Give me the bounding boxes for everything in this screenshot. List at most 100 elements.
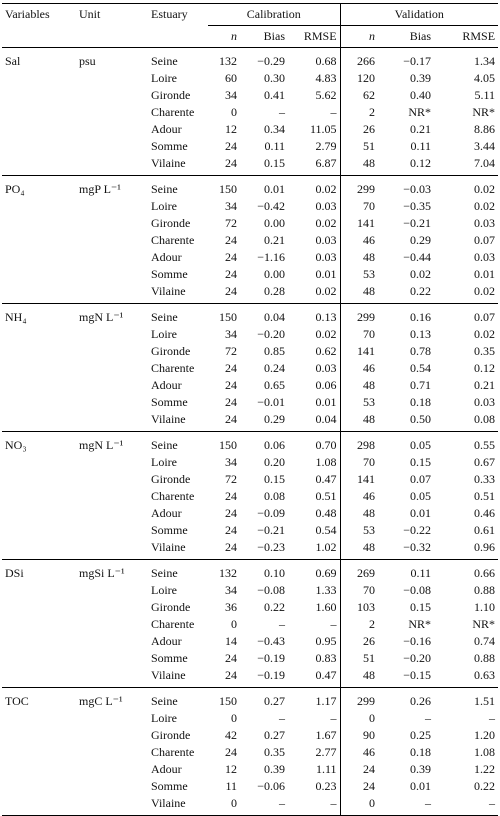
value-cell: 24	[225, 395, 237, 409]
value-cell: –	[489, 796, 496, 810]
value-cell: 0.35	[264, 745, 285, 759]
empty-cell	[76, 215, 148, 232]
value-cell: 3.44	[474, 139, 496, 153]
empty-cell	[2, 599, 76, 616]
value-cell: 0.13	[288, 303, 341, 326]
value-cell: 0.16	[378, 303, 435, 326]
value-cell: 150	[208, 431, 240, 454]
empty-cell	[76, 616, 148, 633]
value-cell: 269	[339, 559, 379, 582]
empty-cell	[76, 232, 148, 249]
empty-cell	[76, 539, 148, 560]
value-cell: 103	[339, 599, 379, 616]
value-cell: 0.95	[315, 634, 337, 648]
value-cell: −0.08	[257, 583, 285, 597]
value-cell: 1.22	[474, 762, 496, 776]
value-cell: 0.11	[378, 559, 435, 582]
unit-cell: mgSi L⁻¹	[76, 559, 148, 582]
column-header: n	[339, 25, 379, 48]
table-row: Gironde 36 0.22 1.60 103 0.15 1.10	[2, 599, 498, 616]
variable-cell: DSi	[2, 559, 76, 582]
value-cell: 0.02	[434, 175, 499, 198]
value-cell: 0.02	[474, 284, 496, 298]
value-cell: 299	[339, 175, 379, 198]
estuary-cell: Somme	[151, 523, 188, 537]
empty-cell	[2, 104, 76, 121]
value-cell: 0.01	[410, 506, 432, 520]
estuary-cell: Adour	[151, 634, 182, 648]
value-cell: 2.77	[315, 745, 337, 759]
header-cell: Variables	[5, 7, 50, 22]
value-cell: 299	[339, 687, 379, 710]
table-row: Somme 24 −0.21 0.54 53 −0.22 0.61	[2, 522, 498, 539]
table-row: DSi mgSi L⁻¹ Seine 132 0.10 0.69 269 0.11 0.66	[2, 559, 499, 582]
value-cell: –	[425, 711, 432, 725]
estuary-cell: Charente	[151, 361, 195, 375]
value-cell: –	[489, 711, 496, 725]
table-row: Loire 60 0.30 4.83 120 0.39 4.05	[2, 70, 498, 87]
value-cell: 0.83	[315, 651, 337, 665]
estuary-cell: Adour	[151, 250, 182, 264]
estuary-cell: Loire	[151, 199, 177, 213]
empty-cell	[76, 266, 148, 283]
value-cell: 46	[339, 232, 379, 249]
value-cell: 24	[225, 250, 237, 264]
value-cell: 132	[208, 559, 240, 582]
value-cell: 0.70	[288, 431, 341, 454]
value-cell: 0.07	[474, 233, 496, 247]
empty-cell	[2, 283, 76, 304]
value-cell: 0.01	[410, 779, 432, 793]
table-row: Gironde 72 0.85 0.62 141 0.78 0.35	[2, 343, 498, 360]
estuary-cell: Somme	[151, 779, 188, 793]
estuary-cell: Gironde	[151, 472, 191, 486]
estuary-cell: Vilaine	[151, 796, 186, 810]
empty-cell	[2, 650, 76, 667]
table-row: Somme 11 −0.06 0.23 24 0.01 0.22	[2, 778, 498, 795]
value-cell: −0.19	[257, 651, 285, 665]
value-cell: −0.03	[378, 175, 435, 198]
empty-cell	[76, 249, 148, 266]
value-cell: 46	[339, 360, 379, 377]
value-cell: 70	[339, 326, 379, 343]
estuary-cell: Gironde	[151, 344, 191, 358]
estuary-cell: Somme	[151, 139, 188, 153]
table-row: Loire 34 −0.42 0.03 70 −0.35 0.02	[2, 198, 498, 215]
value-cell: 0	[339, 710, 379, 727]
value-cell: 2	[339, 104, 379, 121]
value-cell: 48	[339, 411, 379, 432]
value-cell: 0.27	[264, 728, 285, 742]
value-cell: 2.79	[315, 139, 337, 153]
value-cell: 0.02	[315, 216, 337, 230]
value-cell: 298	[339, 431, 379, 454]
empty-cell	[76, 505, 148, 522]
value-cell: 90	[339, 727, 379, 744]
value-cell: 48	[339, 249, 379, 266]
value-cell: 0.02	[410, 267, 432, 281]
table-row: Vilaine 24 −0.23 1.02 48 −0.32 0.96	[2, 539, 498, 560]
value-cell: 36	[225, 600, 237, 614]
value-cell: 0.29	[264, 412, 285, 426]
estuary-cell: Seine	[148, 559, 208, 582]
table-row: Adour 24 −0.09 0.48 48 0.01 0.46	[2, 505, 498, 522]
estuary-cell: Loire	[151, 583, 177, 597]
value-cell: 48	[339, 377, 379, 394]
value-cell: 0.08	[474, 412, 496, 426]
empty-cell	[76, 326, 148, 343]
value-cell: 0.22	[474, 779, 496, 793]
empty-cell	[2, 70, 76, 87]
value-cell: NR*	[408, 105, 432, 119]
value-cell: 46	[339, 488, 379, 505]
empty-cell	[76, 650, 148, 667]
value-cell: 0.03	[315, 199, 337, 213]
value-cell: 0.67	[474, 455, 496, 469]
value-cell: –	[330, 711, 337, 725]
value-cell: 0.74	[474, 634, 496, 648]
empty-cell	[2, 582, 76, 599]
value-cell: −0.01	[257, 395, 285, 409]
value-cell: 14	[225, 634, 237, 648]
value-cell: –	[279, 711, 285, 725]
value-cell: 1.20	[474, 728, 496, 742]
estuary-cell: Loire	[151, 711, 177, 725]
value-cell: 0.39	[410, 71, 432, 85]
value-cell: 53	[339, 522, 379, 539]
